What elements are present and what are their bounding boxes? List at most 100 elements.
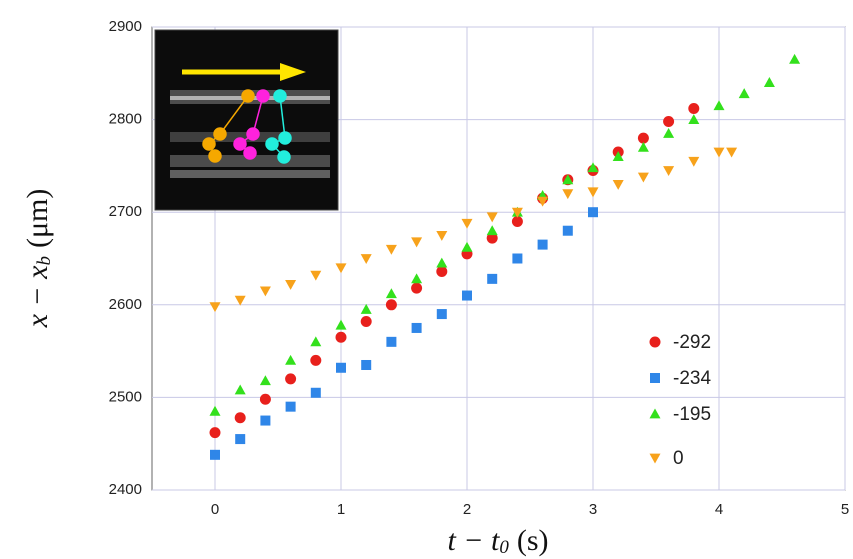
- legend-marker: [649, 408, 661, 419]
- point: [411, 273, 423, 284]
- point: [587, 162, 599, 173]
- point: [234, 412, 246, 424]
- point: [385, 288, 397, 299]
- legend-label: -292: [673, 332, 711, 353]
- x-label-sub: 0: [499, 537, 509, 558]
- point: [663, 166, 675, 177]
- x-tick-label: 0: [211, 501, 219, 518]
- point: [285, 373, 297, 385]
- point: [537, 239, 548, 250]
- point: [411, 322, 422, 333]
- x-label-unit: (s): [517, 524, 549, 557]
- legend: -292 -234 -195 0: [649, 332, 711, 469]
- x-axis-label: t − t0 (s): [447, 524, 548, 558]
- point: [385, 244, 397, 255]
- point: [360, 254, 372, 264]
- point: [361, 359, 372, 370]
- point: [663, 127, 675, 138]
- x-tick-label: 4: [715, 501, 723, 518]
- point: [486, 225, 498, 236]
- point: [713, 147, 725, 158]
- y-tick-label: 2500: [109, 388, 142, 405]
- x-tick-label: 3: [589, 501, 597, 518]
- point: [562, 189, 574, 200]
- point: [663, 115, 675, 127]
- point: [461, 218, 473, 229]
- point: [259, 393, 271, 405]
- point: [486, 212, 498, 223]
- legend-label: -195: [673, 404, 711, 425]
- point: [209, 302, 221, 313]
- point: [436, 309, 447, 320]
- point: [335, 331, 347, 343]
- point: [386, 336, 397, 347]
- point: [234, 295, 246, 306]
- point: [588, 207, 598, 218]
- point: [486, 232, 498, 244]
- point: [612, 151, 624, 162]
- point: [637, 172, 649, 183]
- y-tick-label: 2400: [109, 481, 142, 498]
- point: [436, 265, 448, 277]
- point: [259, 375, 271, 386]
- point: [335, 319, 347, 330]
- legend-label: -234: [673, 368, 711, 389]
- point: [738, 88, 750, 99]
- point: [235, 434, 246, 445]
- point: [234, 384, 246, 395]
- point: [411, 282, 423, 294]
- point: [360, 315, 372, 327]
- point: [688, 114, 700, 124]
- point: [713, 100, 725, 111]
- point: [462, 290, 472, 301]
- point: [310, 354, 322, 366]
- point: [461, 241, 473, 252]
- point: [336, 362, 346, 373]
- point: [260, 415, 271, 426]
- y-label-sub: b: [34, 256, 55, 266]
- point: [209, 427, 221, 439]
- point: [688, 156, 700, 167]
- x-tick-label: 1: [337, 501, 345, 518]
- x-label-lead: t − t: [447, 524, 500, 557]
- point: [512, 253, 523, 264]
- point: [562, 174, 574, 185]
- point: [210, 449, 220, 460]
- point: [562, 225, 573, 236]
- legend-marker: [650, 373, 660, 383]
- y-axis-label: x − xb (μm): [21, 189, 55, 329]
- point: [511, 215, 523, 227]
- point: [310, 336, 322, 347]
- point: [537, 196, 549, 207]
- point: [335, 263, 347, 274]
- legend-marker: [649, 453, 661, 464]
- point: [789, 53, 801, 64]
- point: [285, 354, 297, 365]
- point: [436, 257, 448, 268]
- point: [612, 180, 624, 190]
- x-tick-label: 5: [841, 501, 849, 518]
- point: [637, 132, 649, 144]
- point: [436, 230, 448, 241]
- point: [285, 401, 296, 412]
- y-tick-label: 2800: [109, 111, 142, 128]
- point: [285, 280, 297, 290]
- point: [385, 299, 397, 311]
- y-tick-label: 2700: [109, 203, 142, 220]
- inset-image: [154, 29, 339, 211]
- x-tick-label: 2: [463, 501, 471, 518]
- point: [726, 147, 738, 158]
- point: [511, 207, 523, 218]
- point: [688, 102, 700, 114]
- point: [360, 303, 372, 314]
- point: [209, 405, 221, 416]
- point: [487, 273, 498, 284]
- point: [587, 187, 599, 198]
- legend-marker: [649, 336, 661, 348]
- point: [310, 387, 321, 398]
- point: [637, 141, 649, 152]
- marks: [209, 53, 801, 460]
- point: [310, 270, 322, 281]
- point: [259, 286, 271, 297]
